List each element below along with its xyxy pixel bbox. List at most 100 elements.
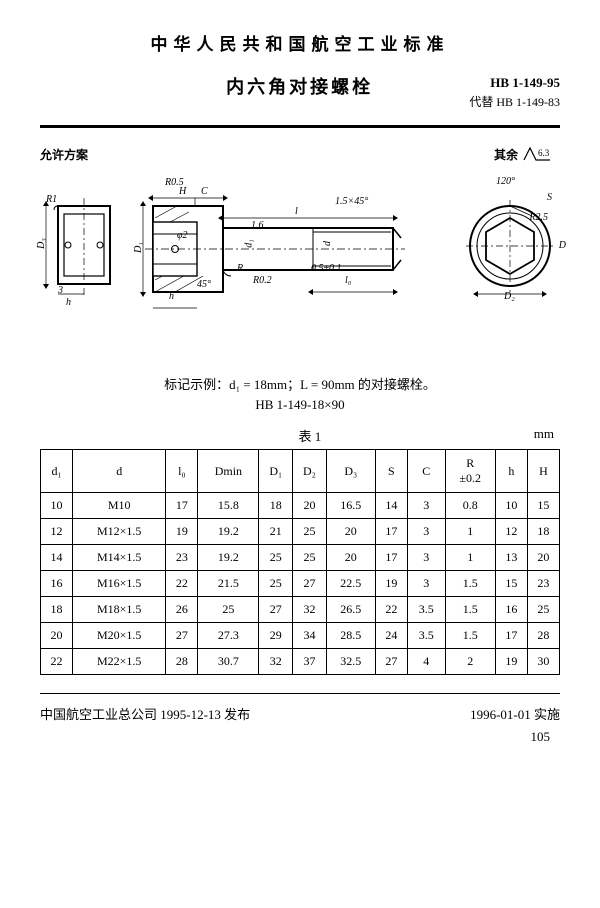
table-cell: 25 <box>293 545 327 571</box>
dim-l: l <box>295 206 298 217</box>
table-cell: 27 <box>375 649 407 675</box>
table-cell: 19 <box>375 571 407 597</box>
table-cell: M18×1.5 <box>73 597 166 623</box>
dim-45: 45° <box>197 279 211 290</box>
dim-S: S <box>547 192 552 203</box>
org-title: 中华人民共和国航空工业标准 <box>40 30 560 55</box>
replaces-code: 代替 HB 1-149-83 <box>469 93 560 111</box>
dim-R: R <box>237 263 243 274</box>
table-col-header: D₂ <box>293 450 327 493</box>
svg-text:6.3: 6.3 <box>538 148 550 158</box>
standard-code: HB 1-149-95 <box>469 73 560 93</box>
table-header-row: d₁dl₀DminD₁D₂D₃SCR±0.2hH <box>41 450 560 493</box>
table-cell: 3 <box>407 519 445 545</box>
table-cell: 3 <box>407 571 445 597</box>
table-cell: 19 <box>166 519 198 545</box>
table-row: 10M101715.8182016.51430.81015 <box>41 493 560 519</box>
table-cell: 12 <box>41 519 73 545</box>
table-cell: 30 <box>527 649 559 675</box>
table-col-header: C <box>407 450 445 493</box>
table-cell: 28 <box>166 649 198 675</box>
dim-Rs: R2.5 <box>529 212 548 223</box>
table-cell: 17 <box>495 623 527 649</box>
table-cell: M20×1.5 <box>73 623 166 649</box>
table-cell: 28.5 <box>326 623 375 649</box>
dim-D1: D₁ <box>133 242 144 253</box>
table-cell: 16 <box>495 597 527 623</box>
table-cell: 37 <box>293 649 327 675</box>
dim-chamfer: 1.5×45° <box>335 196 368 207</box>
table-cell: 17 <box>375 545 407 571</box>
table-cell: 25 <box>259 571 293 597</box>
table-cell: 13 <box>495 545 527 571</box>
marking-example: 标记示例：d₁ = 18mm；L = 90mm 的对接螺栓。 HB 1-149-… <box>40 375 560 417</box>
table-label: 表 1 <box>46 426 534 445</box>
table-cell: 20 <box>293 493 327 519</box>
hex-end-view: 120° S R2.5 D D₂ <box>464 198 556 290</box>
table-cell: 32 <box>293 597 327 623</box>
dim-D2: D₂ <box>504 291 515 302</box>
table-cell: 25 <box>259 545 293 571</box>
table-cell: M14×1.5 <box>73 545 166 571</box>
footer-effective: 1996-01-01 实施 <box>470 704 560 723</box>
table-cell: 26.5 <box>326 597 375 623</box>
table-cell: 30.7 <box>198 649 259 675</box>
dim-l0: l₀ <box>345 275 351 286</box>
table-cell: 4 <box>407 649 445 675</box>
table-caption-row: 表 1 mm <box>40 426 560 445</box>
table-cell: 29 <box>259 623 293 649</box>
extra-label: 其余 <box>494 146 518 163</box>
example-line1: 标记示例：d₁ = 18mm；L = 90mm 的对接螺栓。 <box>40 375 560 396</box>
table-col-header: S <box>375 450 407 493</box>
table-cell: 17 <box>375 519 407 545</box>
roughness-icon: 6.3 <box>520 144 552 166</box>
dim-phi2: φ2 <box>177 230 188 241</box>
table-cell: 10 <box>495 493 527 519</box>
table-cell: 27 <box>166 623 198 649</box>
main-view: H C R0.5 l 1.5×45° 1.6 D₁ h 45° R R0.2 l… <box>145 194 405 304</box>
table-row: 18M18×1.52625273226.5223.51.51625 <box>41 597 560 623</box>
table-cell: 10 <box>41 493 73 519</box>
table-cell: 27 <box>293 571 327 597</box>
table-col-header: d <box>73 450 166 493</box>
table-cell: 25 <box>527 597 559 623</box>
table-cell: 19 <box>495 649 527 675</box>
example-line2: HB 1-149-18×90 <box>40 395 560 416</box>
table-cell: 18 <box>259 493 293 519</box>
table-cell: 15 <box>527 493 559 519</box>
table-cell: 20 <box>527 545 559 571</box>
table-cell: 15 <box>495 571 527 597</box>
table-cell: 21.5 <box>198 571 259 597</box>
table-row: 14M14×1.52319.225252017311320 <box>41 545 560 571</box>
dim-16: 1.6 <box>251 220 264 231</box>
table-cell: 24 <box>375 623 407 649</box>
table-col-header: d₁ <box>41 450 73 493</box>
dim-d1: d₁ <box>244 239 255 247</box>
table-cell: 15.8 <box>198 493 259 519</box>
table-col-header: l₀ <box>166 450 198 493</box>
table-cell: 28 <box>527 623 559 649</box>
table-cell: 22.5 <box>326 571 375 597</box>
table-cell: 14 <box>375 493 407 519</box>
divider-top <box>40 125 560 128</box>
table-cell: 19.2 <box>198 545 259 571</box>
dim-R02: R0.2 <box>253 275 272 286</box>
dim-h: h <box>66 297 71 308</box>
table-cell: 22 <box>41 649 73 675</box>
table-cell: 20 <box>326 519 375 545</box>
page-number: 105 <box>40 729 560 745</box>
table-cell: M12×1.5 <box>73 519 166 545</box>
table-cell: 3 <box>407 493 445 519</box>
title-row: 内六角对接螺栓 HB 1-149-95 代替 HB 1-149-83 <box>40 73 560 111</box>
table-cell: 1.5 <box>445 597 495 623</box>
table-cell: 25 <box>293 519 327 545</box>
table-row: 20M20×1.52727.3293428.5243.51.51728 <box>41 623 560 649</box>
table-cell: 20 <box>41 623 73 649</box>
table-cell: 22 <box>166 571 198 597</box>
table-col-header: h <box>495 450 527 493</box>
table-cell: 3.5 <box>407 623 445 649</box>
dim-R1: R1 <box>46 194 57 205</box>
table-cell: 3 <box>407 545 445 571</box>
table-cell: 14 <box>41 545 73 571</box>
table-cell: 1.5 <box>445 623 495 649</box>
